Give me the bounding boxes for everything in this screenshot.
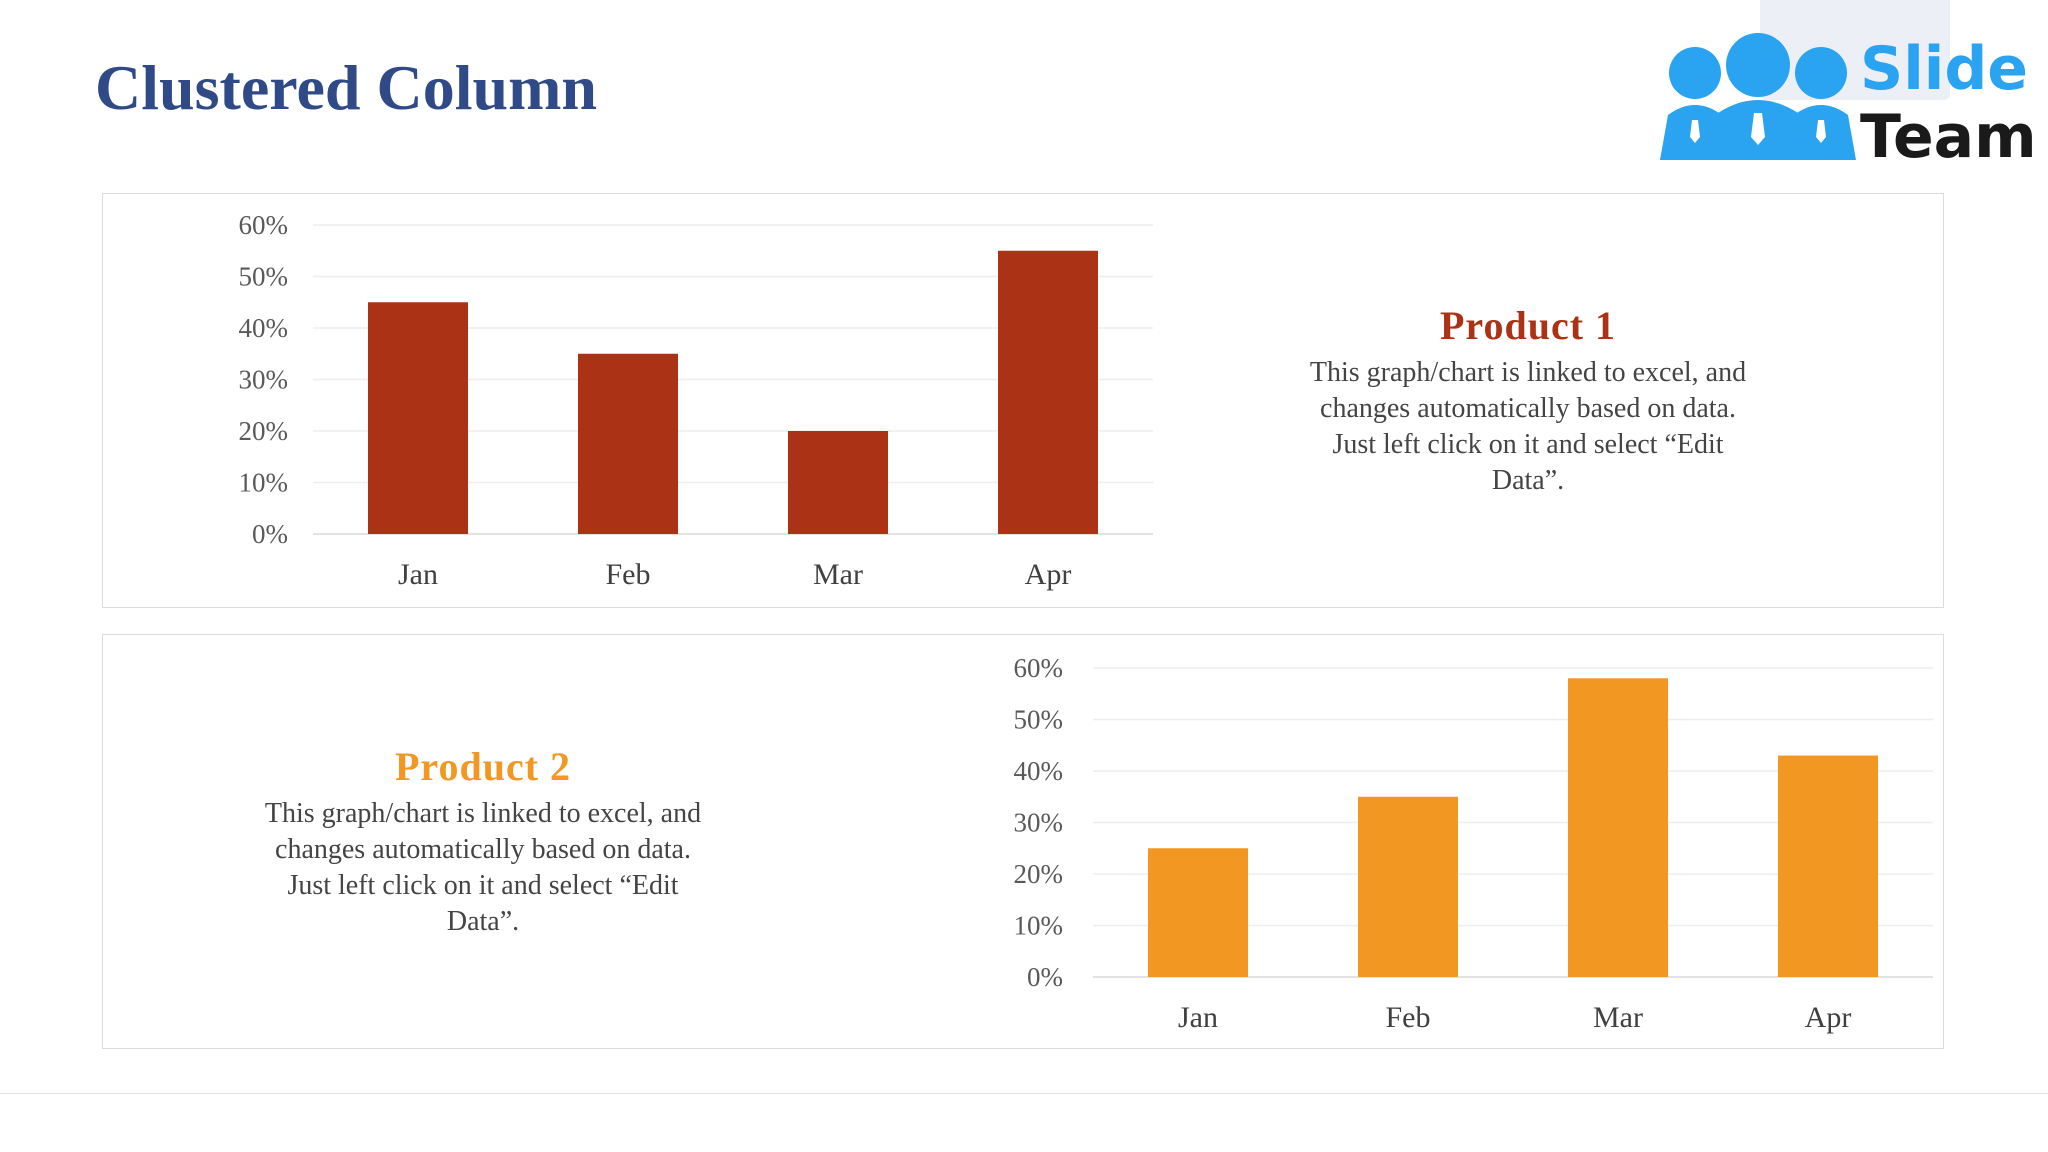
x-category-label: Feb	[606, 558, 651, 591]
x-category-label: Apr	[1025, 558, 1072, 591]
bar-apr[interactable]	[1778, 755, 1878, 977]
x-category-label: Jan	[1178, 1001, 1218, 1034]
y-tick-label: 20%	[239, 416, 289, 446]
logo-backdrop	[1760, 0, 1950, 100]
product-1-body: This graph/chart is linked to excel, and…	[1309, 357, 1747, 496]
x-category-label: Apr	[1805, 1001, 1852, 1034]
y-tick-label: 50%	[1014, 705, 1064, 735]
product-2-panel: Product 2 This graph/chart is linked to …	[102, 634, 1944, 1049]
bar-feb[interactable]	[578, 353, 678, 534]
x-category-label: Jan	[398, 558, 438, 591]
y-tick-label: 30%	[1014, 808, 1064, 838]
bar-feb[interactable]	[1358, 796, 1458, 977]
y-tick-label: 60%	[239, 210, 289, 240]
y-tick-label: 20%	[1014, 859, 1064, 889]
y-tick-label: 10%	[239, 468, 289, 498]
x-category-label: Mar	[1593, 1001, 1643, 1034]
x-category-label: Feb	[1386, 1001, 1431, 1034]
y-tick-label: 50%	[239, 262, 289, 292]
logo-word-slide: Slide	[1860, 34, 2028, 104]
people-icon	[1660, 33, 1856, 160]
y-tick-label: 60%	[1014, 653, 1064, 683]
y-tick-label: 40%	[1014, 756, 1064, 786]
bar-apr[interactable]	[998, 250, 1098, 534]
logo-word-team: Team	[1860, 102, 2037, 172]
slideteam-logo: Slide Team	[1660, 0, 2037, 175]
bar-mar[interactable]	[788, 431, 888, 534]
y-tick-label: 0%	[252, 519, 288, 549]
product-1-description: Product 1 This graph/chart is linked to …	[1298, 302, 1758, 499]
product-2-body: This graph/chart is linked to excel, and…	[264, 798, 702, 937]
page-title: Clustered Column	[95, 52, 597, 123]
y-tick-label: 0%	[1027, 962, 1063, 992]
y-tick-label: 30%	[239, 365, 289, 395]
x-category-label: Mar	[813, 558, 863, 591]
bar-jan[interactable]	[368, 302, 468, 534]
bar-jan[interactable]	[1148, 848, 1248, 977]
y-tick-label: 40%	[239, 313, 289, 343]
y-tick-label: 10%	[1014, 911, 1064, 941]
product-1-heading: Product 1	[1439, 303, 1617, 348]
product-1-chart[interactable]: 0% 10% 20% 30% 40% 50% 60% Jan Feb Mar Apr	[103, 194, 1163, 604]
bar-mar[interactable]	[1568, 678, 1668, 977]
product-2-heading: Product 2	[394, 744, 572, 789]
product-2-description: Product 2 This graph/chart is linked to …	[253, 743, 713, 940]
footer-divider	[0, 1093, 2048, 1094]
product-1-panel: 0% 10% 20% 30% 40% 50% 60% Jan Feb Mar Apr Product…	[102, 193, 1944, 608]
product-2-chart[interactable]: 0% 10% 20% 30% 40% 50% 60% Jan Feb Mar Apr	[883, 635, 1943, 1045]
